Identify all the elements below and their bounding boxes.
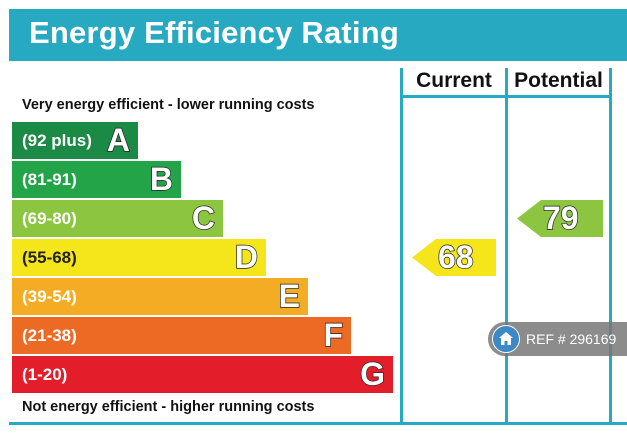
current-rating-arrow: 68	[412, 238, 496, 276]
band-c: (69-80) C	[12, 199, 223, 237]
column-divider-right	[609, 68, 612, 425]
column-divider-middle	[505, 68, 508, 425]
band-range-label: (21-38)	[22, 326, 77, 345]
potential-rating-value: 79	[542, 199, 579, 236]
band-letter: B	[149, 160, 174, 197]
band-range-label: (1-20)	[22, 365, 68, 384]
bottom-caption: Not energy efficient - higher running co…	[22, 399, 315, 415]
current-column-header: Current	[416, 69, 492, 92]
chart-title: Energy Efficiency Rating	[29, 15, 400, 50]
band-letter: E	[278, 277, 301, 314]
watermark-text: REF # 296169	[526, 331, 617, 347]
band-d: (55-68) D	[12, 238, 266, 276]
band-a: (92 plus) A	[12, 121, 138, 159]
band-letter: F	[323, 316, 344, 353]
band-b: (81-91) B	[12, 160, 181, 198]
band-letter: A	[106, 121, 131, 158]
home-icon	[492, 325, 520, 353]
column-divider-left	[400, 68, 403, 425]
band-range-label: (39-54)	[22, 287, 77, 306]
title-banner: Energy Efficiency Rating	[9, 9, 627, 61]
band-letter: C	[191, 199, 216, 236]
top-caption: Very energy efficient - lower running co…	[22, 97, 315, 113]
watermark: REF # 296169	[488, 322, 627, 356]
arrow-shape	[517, 200, 603, 237]
band-range-label: (55-68)	[22, 248, 77, 267]
band-e: (39-54) E	[12, 277, 308, 315]
arrow-shape	[412, 239, 496, 276]
header-underline	[400, 95, 612, 98]
band-range-label: (92 plus)	[22, 131, 92, 150]
frame-bottom-line	[9, 422, 627, 425]
band-g: (1-20) G	[12, 355, 393, 393]
band-range-label: (69-80)	[22, 209, 77, 228]
potential-column-header: Potential	[514, 69, 603, 92]
band-range-label: (81-91)	[22, 170, 77, 189]
current-rating-value: 68	[437, 238, 474, 275]
potential-rating-arrow: 79	[517, 199, 603, 237]
band-f: (21-38) F	[12, 316, 351, 354]
band-letter: G	[359, 355, 385, 392]
band-letter: D	[234, 238, 259, 275]
